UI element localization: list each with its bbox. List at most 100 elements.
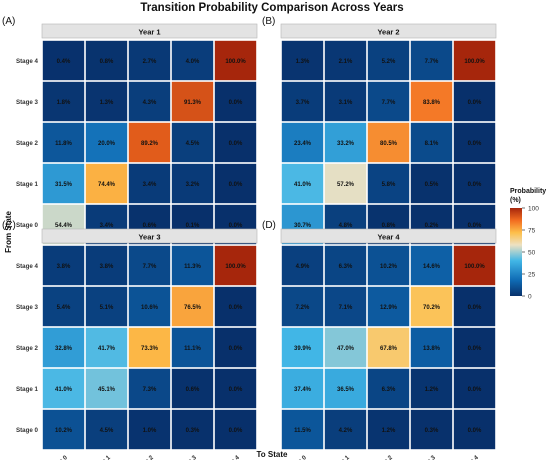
cell-value-label: 10.6% xyxy=(141,305,159,311)
cell-value-label: 4.9% xyxy=(296,264,310,270)
heatmap-cell xyxy=(453,327,496,368)
heatmap-cell xyxy=(281,163,324,204)
cell-value-label: 4.3% xyxy=(143,100,157,106)
cell-value-label: 5.4% xyxy=(57,305,71,311)
cell-value-label: 0.1% xyxy=(186,223,200,229)
heatmap-cell xyxy=(324,40,367,81)
cell-value-label: 41.0% xyxy=(294,182,312,188)
cell-value-label: 5.8% xyxy=(382,182,396,188)
cell-value-label: 0.0% xyxy=(468,141,482,147)
cell-value-label: 1.8% xyxy=(57,100,71,106)
y-tick-label: Stage 1 xyxy=(16,386,39,393)
cell-value-label: 1.3% xyxy=(100,100,114,106)
cell-value-label: 11.3% xyxy=(184,264,201,270)
cell-value-label: 1.2% xyxy=(382,428,396,434)
heatmap-cell xyxy=(324,286,367,327)
heatmap-cell xyxy=(453,40,496,81)
heatmap-cell xyxy=(453,286,496,327)
cell-value-label: 74.4% xyxy=(98,182,116,188)
heatmap-cell xyxy=(42,122,85,163)
heatmap-cell xyxy=(214,368,257,409)
heatmap-cell xyxy=(214,40,257,81)
heatmap-cell xyxy=(214,81,257,122)
heatmap-cell xyxy=(453,81,496,122)
heatmap-cell xyxy=(42,368,85,409)
cell-value-label: 0.0% xyxy=(468,387,482,393)
heatmap-cell xyxy=(85,40,128,81)
cell-value-label: 70.2% xyxy=(423,305,441,311)
heatmap-cell xyxy=(128,368,171,409)
heatmap-cell xyxy=(410,409,453,450)
heatmap-cell xyxy=(410,163,453,204)
panel-year-4: (D) Year 4 4.9% 6.3% 10.2% 14.6% 100.0% 7.2% 7.1… xyxy=(262,220,497,460)
cell-value-label: 3.1% xyxy=(339,100,353,106)
color-legend: Probability (%) 100 75 50 25 0 xyxy=(510,188,546,300)
cell-value-label: 33.2% xyxy=(337,141,355,147)
heatmap-cell xyxy=(367,327,410,368)
cell-value-label: 0.0% xyxy=(229,223,243,229)
legend-title: Probability xyxy=(510,188,546,195)
cell-value-label: 0.0% xyxy=(229,141,243,147)
cell-value-label: 0.0% xyxy=(468,182,482,188)
heatmap-cell xyxy=(281,122,324,163)
y-tick-label: Stage 3 xyxy=(16,304,39,311)
cell-value-label: 4.8% xyxy=(339,223,353,229)
heatmap-cell xyxy=(367,245,410,286)
cell-value-label: 91.3% xyxy=(184,100,202,106)
cell-value-label: 0.2% xyxy=(425,223,439,229)
panel-year-2: (B) Year 2 1.3% 2.1% 5.2% 7.7% 100.0% 3.7% 3.1% 7… xyxy=(262,16,497,245)
cell-value-label: 0.0% xyxy=(468,100,482,106)
heatmap-cell xyxy=(410,327,453,368)
heatmap-cell xyxy=(410,122,453,163)
cell-value-label: 5.2% xyxy=(382,59,396,65)
cell-value-label: 0.5% xyxy=(425,182,439,188)
cell-value-label: 0.8% xyxy=(382,223,396,229)
heatmap-panels: (A) Year 1 0.4% 0.8% 2.7% 4.0% 100.0% 1.8% 1.3% 4… xyxy=(2,16,497,460)
cell-value-label: 0.0% xyxy=(229,100,243,106)
heatmap-cell xyxy=(324,245,367,286)
heatmap-cell xyxy=(214,163,257,204)
cell-value-label: 0.0% xyxy=(229,387,243,393)
figure-title: Transition Probability Comparison Across… xyxy=(140,2,403,14)
heatmap-cell xyxy=(85,81,128,122)
cell-value-label: 0.3% xyxy=(186,428,200,434)
cell-value-label: 5.1% xyxy=(100,305,114,311)
heatmap-cell xyxy=(324,368,367,409)
heatmap-cell xyxy=(281,245,324,286)
cell-value-label: 7.3% xyxy=(143,387,157,393)
cell-value-label: 0.0% xyxy=(468,346,482,352)
cell-value-label: 2.7% xyxy=(143,59,157,65)
cell-value-label: 47.0% xyxy=(337,346,355,352)
legend-tick-label: 75 xyxy=(528,227,536,234)
cell-value-label: 10.2% xyxy=(380,264,398,270)
cell-value-label: 3.4% xyxy=(143,182,157,188)
heatmap-cell xyxy=(171,163,214,204)
cell-value-label: 14.6% xyxy=(423,264,441,270)
heatmap-cell xyxy=(128,409,171,450)
panel-strip xyxy=(41,23,258,39)
y-tick-label: Stage 0 xyxy=(16,427,39,434)
heatmap-cell xyxy=(128,286,171,327)
cell-value-label: 0.6% xyxy=(186,387,200,393)
cell-value-label: 0.6% xyxy=(143,223,157,229)
heatmap-cell xyxy=(214,122,257,163)
panel-title: Year 4 xyxy=(377,233,400,242)
cell-value-label: 3.7% xyxy=(296,100,310,106)
cell-value-label: 54.4% xyxy=(55,223,73,229)
cell-value-label: 3.8% xyxy=(100,264,114,270)
x-tick-label: Stage 1 xyxy=(90,454,112,460)
heatmap-cell xyxy=(85,122,128,163)
heatmap-cell xyxy=(324,81,367,122)
heatmap-cell xyxy=(453,368,496,409)
heatmap-cell xyxy=(42,409,85,450)
heatmap-cell xyxy=(214,327,257,368)
heatmap-cell xyxy=(128,40,171,81)
heatmap-cell xyxy=(410,368,453,409)
panel-year-3: (C) Year 3 3.8% 3.8% 7.7% 11.3% 100.0% 5.4% 5.1%… xyxy=(2,220,258,460)
x-tick-label: Stage 3 xyxy=(176,454,198,460)
legend-tick-label: 100 xyxy=(528,205,539,212)
cell-value-label: 41.7% xyxy=(98,346,116,352)
heatmap-cell xyxy=(367,163,410,204)
heatmap-cell xyxy=(410,245,453,286)
